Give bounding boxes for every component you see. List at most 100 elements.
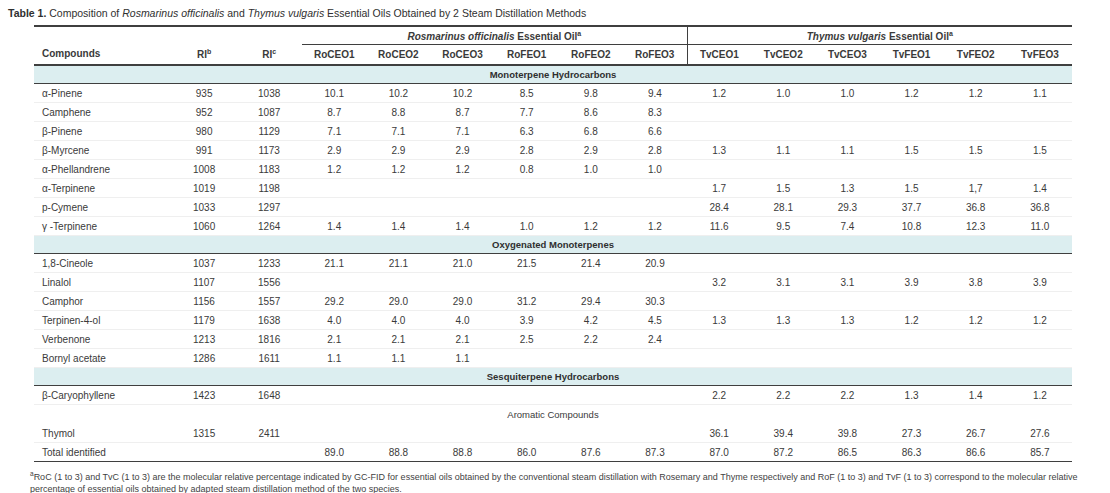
value-cell [687, 292, 751, 311]
value-cell: 1033 [172, 198, 236, 217]
value-cell: 1611 [236, 349, 302, 368]
value-cell: 21.5 [495, 254, 559, 273]
value-cell: 20.9 [623, 254, 687, 273]
value-cell: 21.1 [302, 254, 366, 273]
value-cell: 29.0 [366, 292, 430, 311]
value-cell: 1087 [236, 103, 302, 122]
value-cell [430, 179, 494, 198]
compound-row: Total identified89.088.888.886.087.687.3… [34, 443, 1072, 462]
value-cell [751, 292, 815, 311]
value-cell: 7.1 [430, 122, 494, 141]
value-cell [751, 103, 815, 122]
column-header-ri-c: RIc [236, 45, 302, 65]
value-cell: 87.0 [687, 443, 751, 462]
value-cell: 1.0 [815, 84, 879, 103]
value-cell: 1.1 [430, 349, 494, 368]
value-cell: 1648 [236, 386, 302, 405]
value-cell: 9.4 [623, 84, 687, 103]
value-cell: 4.0 [430, 311, 494, 330]
value-cell [815, 122, 879, 141]
value-cell: 2.1 [366, 330, 430, 349]
value-cell: 1107 [172, 273, 236, 292]
value-cell: 26.7 [944, 424, 1008, 443]
value-cell [302, 386, 366, 405]
value-cell [879, 103, 943, 122]
value-cell: 29.2 [302, 292, 366, 311]
value-cell: 1.2 [687, 84, 751, 103]
compound-row: Camphene95210878.78.88.77.78.68.3 [34, 103, 1072, 122]
value-cell: 1.3 [815, 311, 879, 330]
value-cell: 21.1 [366, 254, 430, 273]
value-cell [559, 424, 623, 443]
value-cell [751, 160, 815, 179]
value-cell: 4.0 [366, 311, 430, 330]
value-cell: 8.8 [366, 103, 430, 122]
value-cell: 1173 [236, 141, 302, 160]
value-cell [1008, 103, 1072, 122]
value-cell: 2.2 [751, 386, 815, 405]
value-cell: 36.8 [944, 198, 1008, 217]
value-cell: 1.2 [879, 311, 943, 330]
compound-row: β-Caryophyllene142316482.22.22.21.31.41.… [34, 386, 1072, 405]
compound-row: Terpinen-4-ol117916384.04.04.03.94.24.51… [34, 311, 1072, 330]
value-cell: 3.2 [687, 273, 751, 292]
value-cell: 1129 [236, 122, 302, 141]
value-cell [1008, 330, 1072, 349]
value-cell: 1198 [236, 179, 302, 198]
compound-name-cell: α-Terpinene [34, 179, 172, 198]
value-cell: 1.2 [1008, 311, 1072, 330]
compound-name-cell: β-Caryophyllene [34, 386, 172, 405]
value-cell [366, 198, 430, 217]
value-cell [430, 386, 494, 405]
value-cell: 1.0 [623, 160, 687, 179]
compound-name-cell: Camphene [34, 103, 172, 122]
value-cell: 85.7 [1008, 443, 1072, 462]
value-cell [751, 122, 815, 141]
value-cell: 88.8 [366, 443, 430, 462]
section-band: Oxygenated Monoterpenes [34, 236, 1072, 254]
value-cell: 1557 [236, 292, 302, 311]
value-cell: 0.8 [495, 160, 559, 179]
value-cell: 1.2 [302, 160, 366, 179]
value-cell: 1.4 [1008, 179, 1072, 198]
value-cell: 1.0 [559, 160, 623, 179]
value-cell [1008, 122, 1072, 141]
value-cell: 1213 [172, 330, 236, 349]
value-cell: 6.3 [495, 122, 559, 141]
value-cell [302, 273, 366, 292]
table-caption: Table 1. Composition of Rosmarinus offic… [8, 7, 1110, 19]
compound-row: γ -Terpinene106012641.41.41.41.01.21.211… [34, 217, 1072, 236]
value-cell: 3.8 [944, 273, 1008, 292]
value-cell [1008, 160, 1072, 179]
column-header-tvceo3: TvCEO3 [815, 45, 879, 65]
value-cell: 1638 [236, 311, 302, 330]
compound-name-cell: Thymol [34, 424, 172, 443]
value-cell: 1.1 [815, 141, 879, 160]
value-cell: 1.5 [879, 179, 943, 198]
value-cell: 1.1 [366, 349, 430, 368]
value-cell [879, 160, 943, 179]
value-cell [944, 160, 1008, 179]
compound-name-cell: Verbenone [34, 330, 172, 349]
column-header-roceo3: RoCEO3 [430, 45, 494, 65]
footnotes: aRoC (1 to 3) and TvC (1 to 3) are the m… [30, 468, 1080, 493]
value-cell [559, 349, 623, 368]
value-cell: 87.2 [751, 443, 815, 462]
value-cell: 2.9 [366, 141, 430, 160]
value-cell: 1.1 [751, 141, 815, 160]
value-cell [879, 330, 943, 349]
value-cell [687, 330, 751, 349]
value-cell [559, 198, 623, 217]
value-cell: 7.1 [366, 122, 430, 141]
compound-row: β-Pinene98011297.17.17.16.36.86.6 [34, 122, 1072, 141]
value-cell: 3.9 [495, 311, 559, 330]
value-cell: 8.7 [302, 103, 366, 122]
compound-name-cell: γ -Terpinene [34, 217, 172, 236]
value-cell [944, 254, 1008, 273]
value-cell [495, 386, 559, 405]
value-cell: 1.3 [687, 141, 751, 160]
value-cell: 1038 [236, 84, 302, 103]
value-cell [815, 160, 879, 179]
value-cell: 27.3 [879, 424, 943, 443]
value-cell: 8.3 [623, 103, 687, 122]
